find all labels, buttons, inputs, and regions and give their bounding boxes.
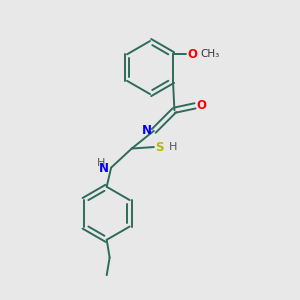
Text: H: H xyxy=(97,158,105,168)
Text: S: S xyxy=(155,141,164,154)
Text: CH₃: CH₃ xyxy=(200,49,220,59)
Text: N: N xyxy=(142,124,152,137)
Text: N: N xyxy=(99,162,109,175)
Text: O: O xyxy=(188,48,197,61)
Text: H: H xyxy=(169,142,177,152)
Text: O: O xyxy=(197,99,207,112)
